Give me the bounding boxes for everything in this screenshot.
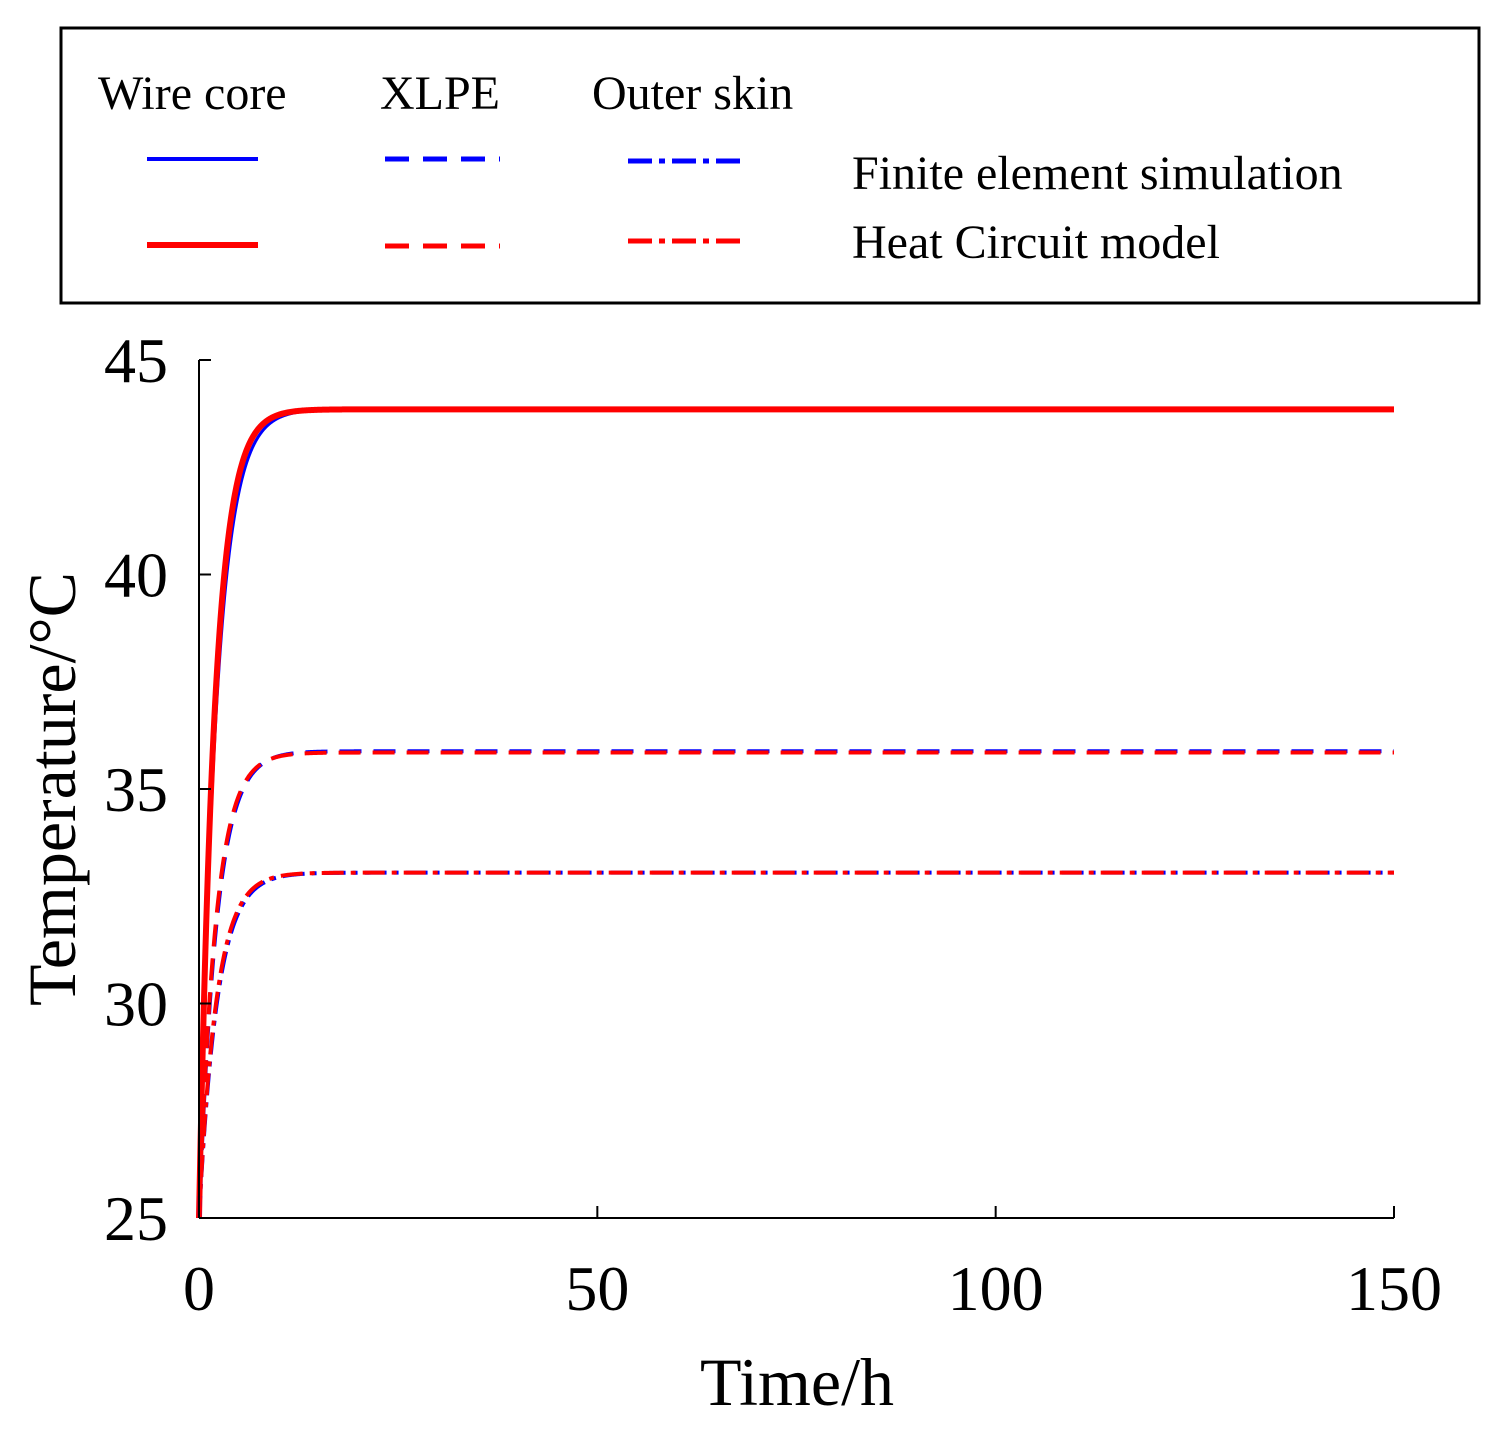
axes xyxy=(198,360,1394,1219)
series-layer xyxy=(196,406,1395,1219)
series-line-outer-skin-heat-circuit xyxy=(197,870,1394,1219)
y-tick-label: 45 xyxy=(104,325,168,396)
x-tick-label: 0 xyxy=(183,1253,215,1324)
y-tick-label: 25 xyxy=(104,1183,168,1254)
x-tick-label: 50 xyxy=(565,1253,629,1324)
series-line-outer-skin-finite-element xyxy=(197,870,1394,1219)
legend-label-fe: Finite element simulation xyxy=(852,147,1343,200)
y-tick-label: 40 xyxy=(104,540,168,611)
series-line-wire-core-finite-element xyxy=(197,407,1394,1219)
legend-header-outer-skin: Outer skin xyxy=(592,67,793,120)
legend-label-hc: Heat Circuit model xyxy=(852,216,1220,269)
y-axis-label: Temperature/°C xyxy=(14,572,90,1006)
series-line-xlpe-finite-element xyxy=(197,749,1394,1219)
legend-header-wire-core: Wire core xyxy=(98,67,287,120)
series-line-wire-core-heat-circuit xyxy=(196,406,1395,1219)
legend: Wire core XLPE Outer skin Finite element… xyxy=(59,26,1481,305)
legend-header-xlpe: XLPE xyxy=(380,67,500,120)
y-tick-label: 35 xyxy=(104,754,168,825)
x-axis-label: Time/h xyxy=(700,1344,894,1420)
series-line-xlpe-heat-circuit xyxy=(197,750,1394,1219)
tick-layer: 0 50 100 150 25 30 35 40 45 xyxy=(104,325,1442,1324)
x-tick-label: 100 xyxy=(948,1253,1044,1324)
x-tick-label: 150 xyxy=(1346,1253,1442,1324)
legend-box xyxy=(59,26,1481,305)
y-tick-label: 30 xyxy=(104,969,168,1040)
